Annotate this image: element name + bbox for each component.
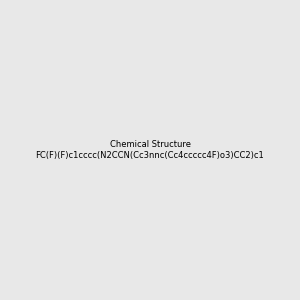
Text: Chemical Structure
FC(F)(F)c1cccc(N2CCN(Cc3nnc(Cc4ccccc4F)o3)CC2)c1: Chemical Structure FC(F)(F)c1cccc(N2CCN(… (36, 140, 264, 160)
